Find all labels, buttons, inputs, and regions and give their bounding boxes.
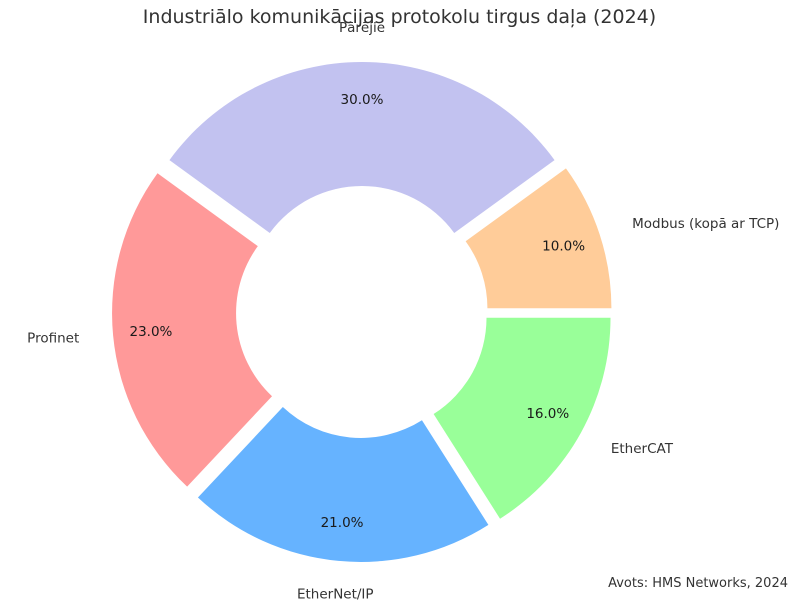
slice-percent-label: 10.0% — [542, 238, 585, 254]
slice-category-label: Modbus (kopā ar TCP) — [632, 216, 779, 232]
donut-slice-0 — [169, 62, 555, 233]
slice-percent-label: 21.0% — [321, 515, 364, 531]
slice-category-label: Profinet — [27, 331, 79, 347]
slice-category-label: EtherNet/IP — [297, 587, 374, 600]
donut-slice-2 — [197, 407, 489, 562]
slice-percent-label: 23.0% — [129, 324, 172, 340]
chart-title: Industriālo komunikācijas protokolu tirg… — [142, 6, 657, 28]
slice-category-label: Pārējie — [339, 20, 385, 36]
donut-slice-1 — [112, 173, 273, 487]
donut-slice-3 — [433, 317, 611, 519]
donut-slice-4 — [465, 168, 612, 309]
source-note: Avots: HMS Networks, 2024 — [608, 576, 788, 591]
slice-category-label: EtherCAT — [611, 441, 674, 457]
slice-percent-label: 16.0% — [526, 406, 569, 422]
slice-percent-label: 30.0% — [341, 92, 384, 108]
